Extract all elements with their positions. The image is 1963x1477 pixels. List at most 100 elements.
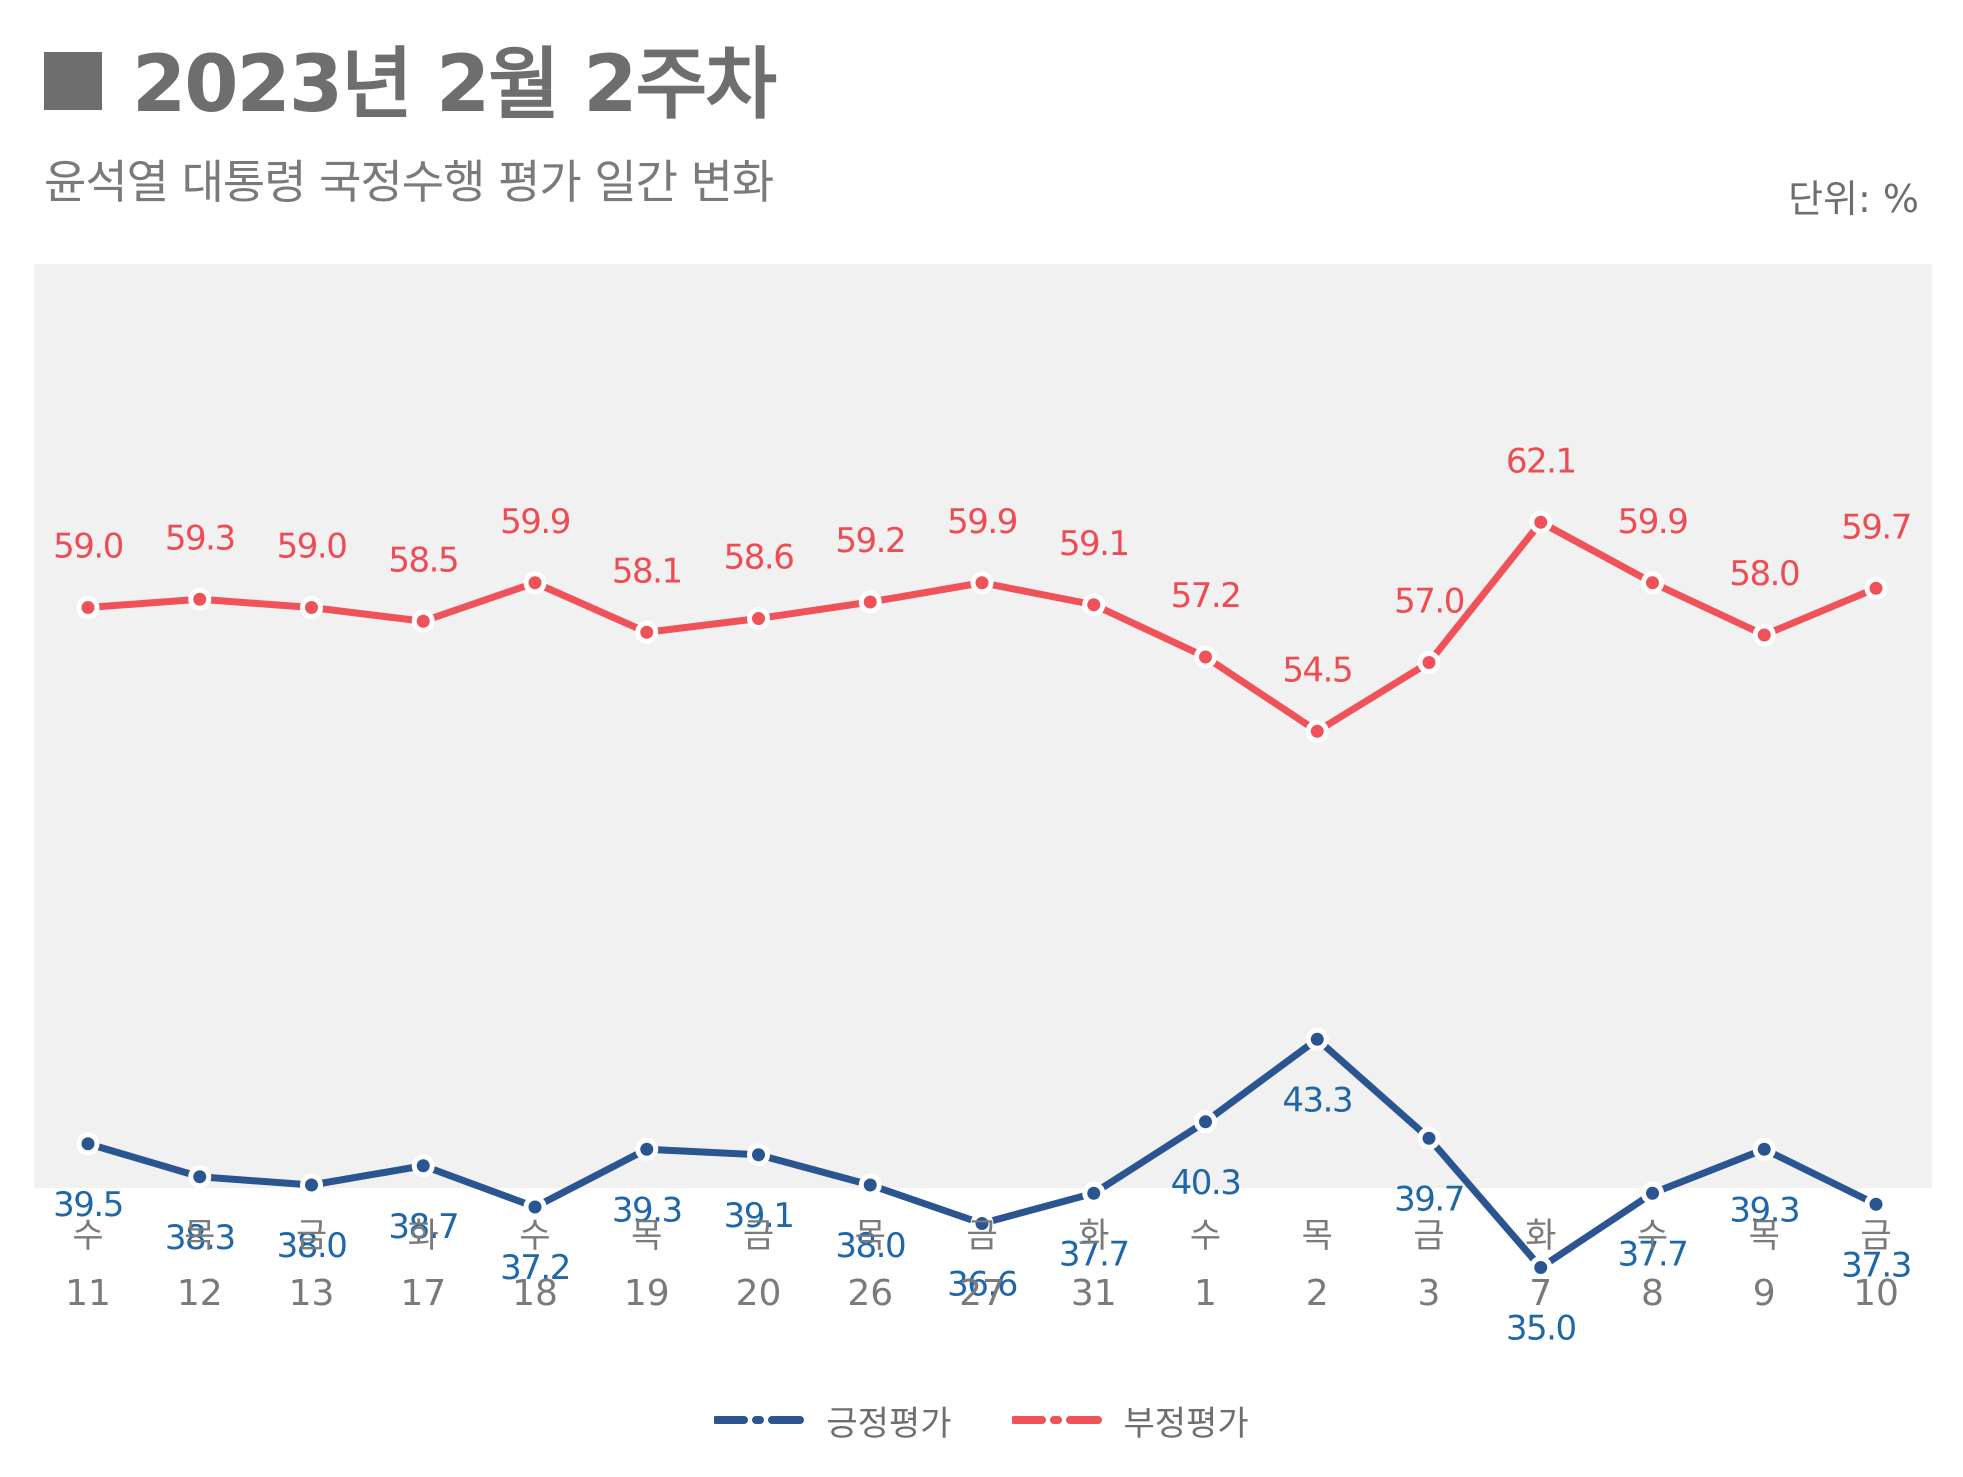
data-label-negative: 54.5	[1282, 650, 1352, 690]
x-tick-weekday: 금	[743, 1216, 774, 1256]
x-tick-day: 19	[624, 1273, 670, 1314]
x-tick-weekday: 화	[408, 1216, 439, 1256]
data-point-positive	[1082, 1181, 1106, 1205]
x-tick-day: 12	[177, 1273, 223, 1314]
x-tick-weekday: 금	[1860, 1216, 1891, 1256]
data-label-negative: 57.0	[1394, 582, 1464, 622]
data-label-positive: 39.5	[53, 1185, 123, 1225]
data-label-positive: 43.3	[1282, 1080, 1352, 1120]
data-label-negative: 57.2	[1171, 576, 1241, 616]
data-point-negative	[858, 590, 882, 614]
data-label-positive: 39.7	[1394, 1179, 1464, 1219]
x-tick-day: 2	[1306, 1273, 1329, 1314]
data-point-negative	[300, 596, 323, 619]
x-tick-weekday: 목	[631, 1216, 662, 1256]
x-tick-day: 26	[847, 1273, 893, 1314]
x-tick-weekday: 화	[1078, 1216, 1109, 1256]
data-label-negative: 58.0	[1729, 554, 1799, 594]
data-point-positive	[1752, 1137, 1776, 1161]
chart-subtitle: 윤석열 대통령 국정수행 평가 일간 변화	[44, 155, 774, 209]
data-point-negative	[1529, 510, 1553, 534]
x-tick-day: 17	[400, 1273, 446, 1314]
data-label-positive: 37.2	[500, 1248, 570, 1288]
data-point-positive	[1305, 1027, 1329, 1051]
data-point-negative	[1641, 571, 1664, 595]
data-point-negative	[1082, 593, 1106, 617]
data-point-positive	[970, 1212, 994, 1235]
x-tick-day: 31	[1071, 1273, 1117, 1314]
x-tick-weekday: 화	[1525, 1216, 1556, 1256]
data-label-positive: 35.0	[1506, 1309, 1576, 1349]
x-tick-day: 1	[1194, 1273, 1217, 1314]
data-label-negative: 59.1	[1059, 524, 1129, 564]
x-tick-weekday: 수	[519, 1216, 550, 1256]
x-tick-weekday: 수	[1637, 1216, 1668, 1256]
x-tick-weekday: 수	[1190, 1216, 1221, 1256]
data-point-positive	[300, 1173, 323, 1197]
data-point-positive	[1529, 1256, 1553, 1279]
x-tick-day: 7	[1529, 1273, 1552, 1314]
series-layer: 39.5 38.3 38.0 38.7 37.2 39.3 39.1 38.0 36.6 37.7…	[53, 441, 1912, 1349]
data-point-positive	[76, 1132, 100, 1156]
data-label-positive: 36.6	[947, 1265, 1017, 1305]
data-label-negative: 59.9	[1618, 502, 1688, 542]
title-square-icon	[44, 52, 102, 110]
data-point-negative	[1752, 623, 1776, 647]
x-tick-day: 18	[512, 1273, 558, 1314]
data-point-positive	[1641, 1181, 1664, 1205]
data-point-negative	[747, 607, 770, 630]
x-tick-day: 27	[959, 1273, 1005, 1314]
x-tick-day: 3	[1418, 1273, 1441, 1314]
data-label-positive: 37.7	[1059, 1234, 1129, 1274]
title-row: 2023년 2월 2주차	[44, 28, 777, 130]
data-label-positive: 39.1	[724, 1196, 794, 1236]
page-title: 2023년 2월 2주차	[132, 40, 777, 130]
data-label-negative: 59.9	[500, 502, 570, 542]
data-label-positive: 40.3	[1171, 1163, 1241, 1203]
data-point-negative	[1864, 576, 1888, 600]
x-tick-weekday: 금	[1413, 1216, 1444, 1256]
data-point-positive	[188, 1165, 212, 1189]
data-point-negative	[970, 571, 994, 595]
legend-item-negative: 부정평가	[1011, 1396, 1249, 1445]
data-point-negative	[523, 571, 547, 595]
legend: 긍정평가 부정평가	[0, 1392, 1963, 1448]
data-label-negative: 58.5	[388, 540, 458, 580]
legend-label-negative: 부정평가	[1123, 1403, 1249, 1444]
data-point-negative	[1305, 719, 1329, 743]
data-label-negative: 58.6	[724, 538, 794, 578]
unit-label: 단위: %	[1788, 177, 1919, 221]
plot-area	[34, 264, 1932, 1188]
x-tick-weekday: 금	[966, 1216, 997, 1256]
data-point-positive	[523, 1195, 547, 1219]
x-tick-weekday: 수	[72, 1216, 103, 1256]
legend-line-positive-icon	[714, 1416, 811, 1424]
data-label-positive: 37.7	[1618, 1234, 1688, 1274]
data-label-negative: 59.7	[1841, 507, 1911, 547]
data-label-positive: 39.3	[1729, 1190, 1799, 1230]
x-axis: 수 11 목 12 금 13 화 17 수 18 목 19 금 20 목 26 금 27 화 31 수 1 목 2 금 3 화 7 수 8…	[65, 1216, 1899, 1314]
data-label-negative: 59.0	[53, 527, 123, 567]
x-tick-day: 8	[1641, 1273, 1664, 1314]
x-tick-day: 20	[736, 1273, 782, 1314]
x-tick-day: 10	[1853, 1273, 1899, 1314]
data-point-positive	[635, 1137, 659, 1161]
data-point-positive	[411, 1154, 435, 1178]
data-label-positive: 37.3	[1841, 1245, 1911, 1285]
data-label-negative: 58.1	[612, 551, 682, 591]
data-point-positive	[1194, 1110, 1217, 1134]
data-label-negative: 59.0	[277, 527, 347, 567]
data-point-negative	[76, 596, 100, 619]
data-point-positive	[747, 1143, 770, 1167]
data-point-negative	[411, 609, 435, 633]
data-label-negative: 59.2	[835, 521, 905, 561]
x-tick-weekday: 목	[184, 1216, 215, 1256]
data-label-negative: 59.9	[947, 502, 1017, 542]
data-label-positive: 39.3	[612, 1190, 682, 1230]
data-label-positive: 38.3	[165, 1218, 235, 1258]
x-tick-day: 11	[65, 1273, 111, 1314]
legend-label-positive: 긍정평가	[826, 1403, 952, 1444]
data-label-positive: 38.0	[277, 1226, 347, 1266]
data-point-positive	[1864, 1192, 1888, 1216]
